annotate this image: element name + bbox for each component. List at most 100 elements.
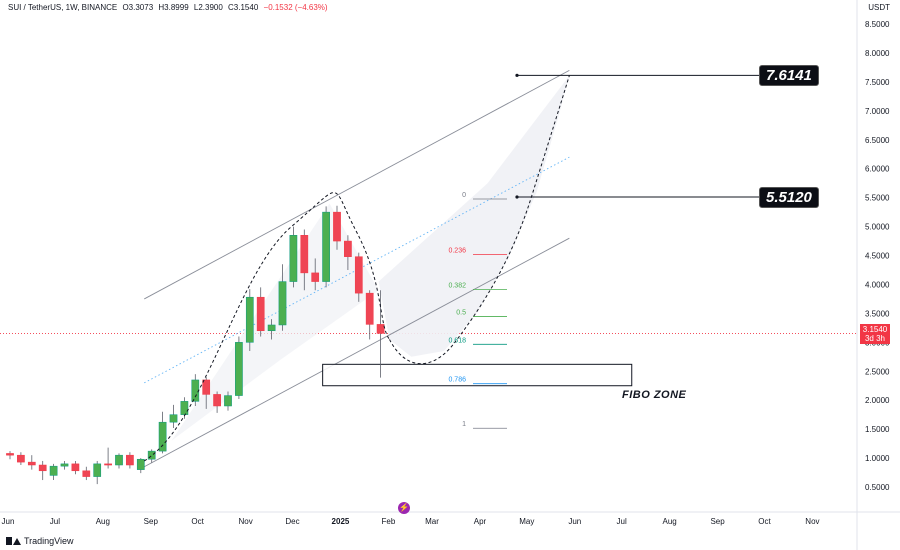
candle-body-14 [158, 421, 167, 452]
x-tick-label-15: Sep [710, 517, 725, 526]
x-tick-label-10: Apr [474, 517, 487, 526]
fib-level-label-1: 0.236 [448, 248, 466, 255]
x-tick-label-2: Aug [96, 517, 110, 526]
candle-body-1 [17, 454, 25, 463]
candle-body-18 [202, 379, 211, 395]
candle-body-7 [82, 470, 91, 477]
candle-body-19 [213, 394, 221, 407]
y-tick-label-14: 1.5000 [865, 425, 890, 434]
y-tick-label-0: 8.5000 [865, 20, 890, 29]
x-tick-label-13: Jul [617, 517, 627, 526]
y-tick-label-5: 6.0000 [865, 165, 890, 174]
target-dot-high [515, 73, 519, 77]
y-tick-label-13: 2.0000 [865, 396, 890, 405]
candle-body-22 [245, 296, 254, 343]
x-tick-label-11: May [519, 517, 534, 526]
candle-body-24 [267, 324, 276, 332]
y-tick-label-16: 0.5000 [865, 483, 890, 492]
target-callout-mid[interactable]: 5.5120 [759, 186, 819, 208]
candle-body-21 [235, 342, 243, 396]
candle-body-11 [126, 454, 134, 466]
y-tick-label-3: 7.0000 [865, 107, 890, 116]
target-callout-high[interactable]: 7.6141 [759, 65, 819, 87]
event-flash-icon[interactable]: ⚡ [398, 502, 410, 514]
candle-body-5 [60, 463, 69, 467]
bar-countdown: 3d 3h [864, 334, 886, 344]
current-price-value: 3.1540 [862, 325, 888, 335]
y-tick-label-12: 2.5000 [865, 367, 890, 376]
x-tick-label-12: Jun [568, 517, 581, 526]
ohlc-high: H3.8999 [158, 3, 189, 12]
fibo-zone-label: FIBO ZONE [622, 388, 687, 401]
fib-level-label-4: 0.618 [448, 337, 466, 344]
candle-body-27 [300, 235, 309, 274]
ohlc-low: L2.3900 [193, 3, 223, 12]
candle-body-16 [180, 401, 189, 415]
candle-body-25 [278, 281, 287, 326]
x-tick-label-16: Oct [758, 517, 771, 526]
x-tick-label-8: Feb [382, 517, 396, 526]
x-tick-label-4: Oct [191, 517, 204, 526]
ohlc-close: C3.1540 [228, 3, 259, 12]
symbol-header: SUI / TetherUS, 1W, BINANCE O3.3073 H3.8… [8, 3, 331, 12]
x-tick-label-5: Nov [239, 517, 253, 526]
candle-body-33 [365, 292, 374, 325]
target-dot-mid [515, 195, 519, 199]
y-tick-label-15: 1.0000 [865, 454, 890, 463]
x-tick-label-7: 2025 [332, 517, 350, 526]
x-tick-label-6: Dec [285, 517, 299, 526]
y-tick-label-6: 5.5000 [865, 194, 890, 203]
candle-body-12 [136, 458, 145, 470]
tradingview-logo[interactable]: TradingView [6, 536, 74, 546]
candle-body-32 [354, 256, 363, 294]
projection-arc-dashed [389, 75, 570, 365]
fib-level-label-0: 0 [462, 192, 466, 199]
axis-unit: USDT [868, 3, 890, 12]
candle-body-23 [256, 296, 265, 332]
channel-upper-line [144, 69, 570, 300]
price-change: −0.1532 (−4.63%) [263, 3, 328, 12]
brand-name: TradingView [24, 536, 74, 546]
rally-arc-dashed [143, 192, 390, 462]
x-tick-label-0: Jun [2, 517, 15, 526]
candle-body-31 [344, 240, 352, 257]
y-tick-label-2: 7.5000 [865, 78, 890, 87]
ohlc-open: O3.3073 [122, 3, 154, 12]
candle-body-2 [27, 461, 36, 466]
x-tick-label-1: Jul [50, 517, 60, 526]
current-price-tag: 3.1540 3d 3h [860, 324, 890, 345]
symbol-title[interactable]: SUI / TetherUS, 1W, BINANCE [8, 3, 118, 12]
candle-body-28 [311, 272, 320, 282]
candle-body-26 [289, 235, 298, 282]
candle-body-13 [147, 450, 156, 460]
fib-level-label-2: 0.382 [448, 282, 466, 289]
y-tick-label-10: 3.5000 [865, 309, 890, 318]
fib-level-label-3: 0.5 [456, 310, 466, 317]
candle-body-6 [71, 463, 80, 472]
candle-body-8 [93, 463, 102, 477]
candle-body-9 [104, 463, 112, 466]
x-tick-label-9: Mar [425, 517, 439, 526]
y-tick-label-1: 8.0000 [865, 49, 890, 58]
fib-level-label-5: 0.786 [448, 377, 466, 384]
x-tick-label-17: Nov [805, 517, 819, 526]
candle-body-10 [115, 454, 123, 466]
tradingview-logo-icon [6, 537, 21, 545]
candle-body-34 [376, 324, 385, 334]
fibo-zone-box [322, 363, 633, 387]
channel-lower-line [144, 237, 570, 468]
y-tick-label-9: 4.0000 [865, 280, 890, 289]
fib-level-label-6: 1 [462, 421, 466, 428]
y-tick-label-7: 5.0000 [865, 223, 890, 232]
candle-body-3 [38, 464, 47, 472]
candle-body-15 [169, 414, 178, 423]
candle-body-30 [333, 211, 341, 242]
projection-shade [378, 75, 570, 357]
candle-body-29 [322, 211, 330, 282]
candle-body-4 [49, 465, 58, 476]
candle-body-17 [191, 379, 200, 402]
x-tick-label-14: Aug [663, 517, 677, 526]
candle-body-0 [6, 453, 14, 456]
y-tick-label-4: 6.5000 [865, 136, 890, 145]
